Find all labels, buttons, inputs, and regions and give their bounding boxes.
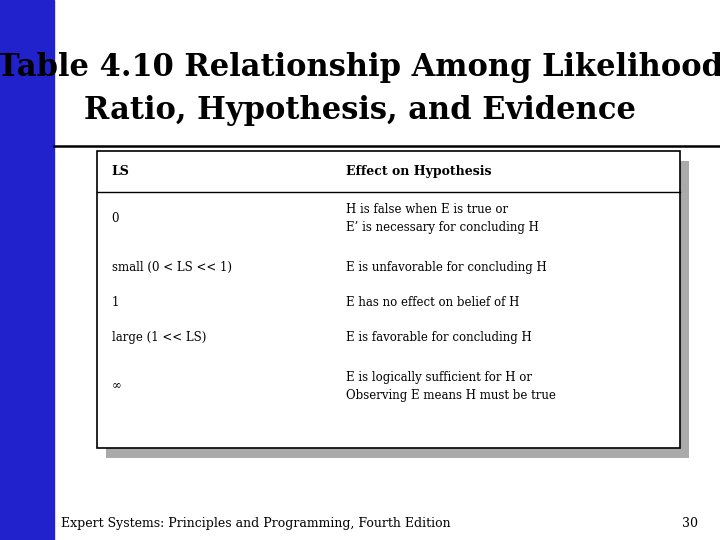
- Text: E is logically sufficient for H or
Observing E means H must be true: E is logically sufficient for H or Obser…: [346, 370, 555, 402]
- Bar: [106, 161, 689, 458]
- Bar: [97, 151, 680, 448]
- Text: E is unfavorable for concluding H: E is unfavorable for concluding H: [346, 261, 546, 274]
- Bar: [0, 0, 54, 540]
- Text: E has no effect on belief of H: E has no effect on belief of H: [346, 296, 519, 309]
- Text: Table 4.10 Relationship Among Likelihood: Table 4.10 Relationship Among Likelihood: [0, 52, 720, 83]
- Text: ∞: ∞: [112, 380, 122, 393]
- Text: E is favorable for concluding H: E is favorable for concluding H: [346, 331, 531, 344]
- Text: H is false when E is true or
E’ is necessary for concluding H: H is false when E is true or E’ is neces…: [346, 203, 539, 234]
- Text: 30: 30: [683, 517, 698, 530]
- Text: small (0 < LS << 1): small (0 < LS << 1): [112, 261, 232, 274]
- Text: Expert Systems: Principles and Programming, Fourth Edition: Expert Systems: Principles and Programmi…: [61, 517, 451, 530]
- Text: 0: 0: [112, 212, 119, 225]
- Text: Effect on Hypothesis: Effect on Hypothesis: [346, 165, 491, 178]
- Text: large (1 << LS): large (1 << LS): [112, 331, 206, 344]
- Text: LS: LS: [112, 165, 130, 178]
- Text: Ratio, Hypothesis, and Evidence: Ratio, Hypothesis, and Evidence: [84, 95, 636, 126]
- Text: 1: 1: [112, 296, 119, 309]
